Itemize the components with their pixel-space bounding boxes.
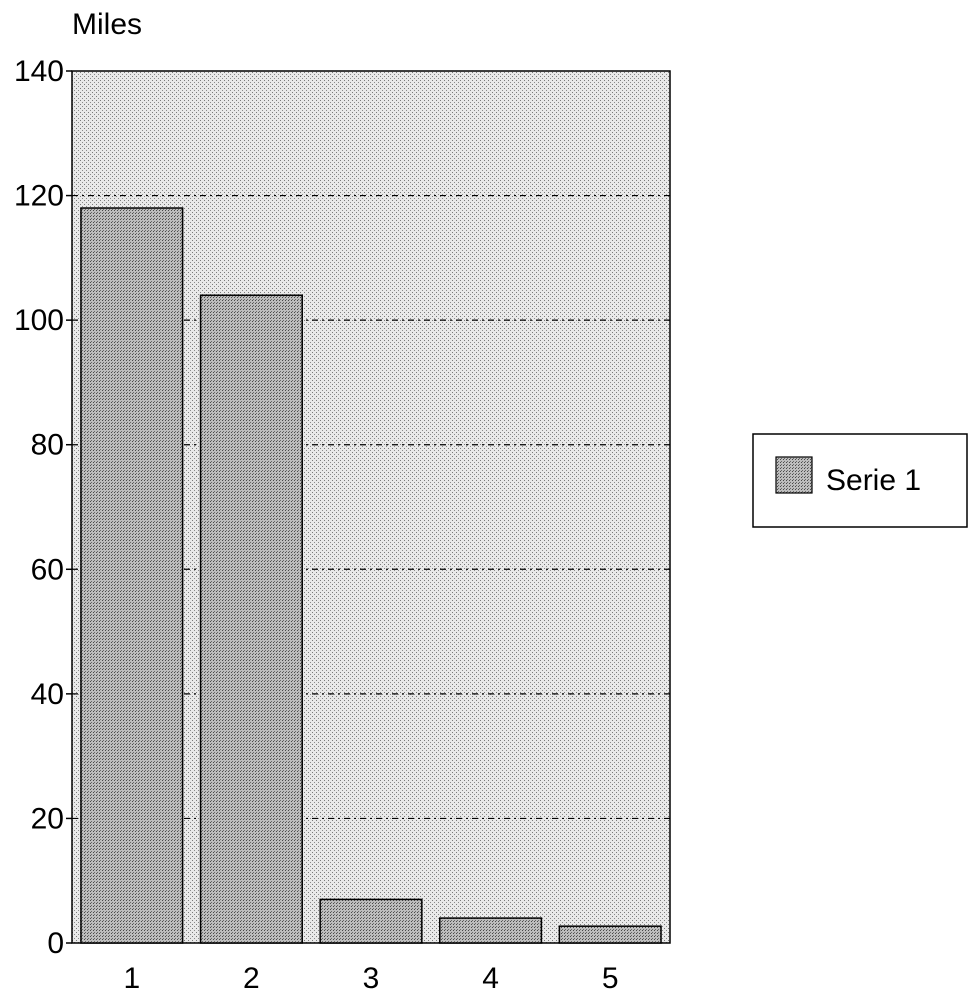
legend: Serie 1 (752, 433, 968, 528)
y-tick-label: 60 (31, 553, 64, 586)
bar (439, 917, 543, 944)
bar (319, 898, 423, 944)
x-tick-label: 2 (243, 962, 260, 995)
x-tick-label: 4 (482, 962, 499, 995)
legend-swatch (775, 456, 813, 494)
x-tick-label: 3 (363, 962, 380, 995)
y-tick-label: 140 (14, 55, 64, 88)
x-tick-label: 1 (123, 962, 140, 995)
x-axis-ticks: 1 2 3 4 5 (123, 962, 618, 995)
bars (80, 207, 662, 944)
x-tick-label: 5 (602, 962, 619, 995)
y-axis-ticks: 0 20 40 60 80 100 120 140 (14, 55, 72, 960)
y-tick-label: 0 (47, 927, 64, 960)
legend-label: Serie 1 (826, 464, 921, 497)
y-tick-label: 100 (14, 304, 64, 337)
bar (558, 925, 662, 944)
y-tick-label: 120 (14, 180, 64, 213)
y-tick-label: 20 (31, 802, 64, 835)
y-tick-label: 40 (31, 678, 64, 711)
y-tick-label: 80 (31, 429, 64, 462)
bar (80, 207, 184, 944)
bar (199, 294, 303, 944)
y-axis-title: Miles (72, 8, 142, 41)
